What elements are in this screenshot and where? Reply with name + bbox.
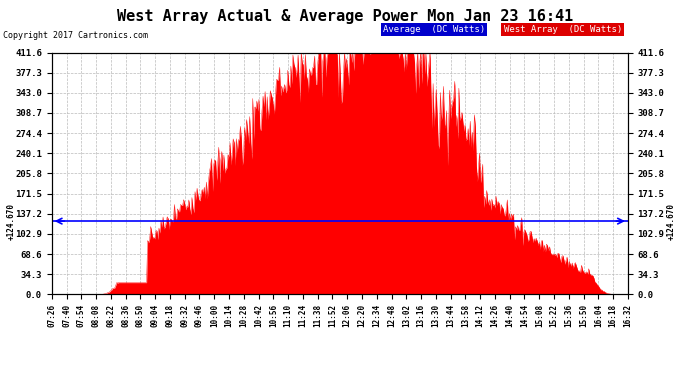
Text: West Array  (DC Watts): West Array (DC Watts) [504,25,622,34]
Text: +124.670: +124.670 [667,202,676,240]
Text: Average  (DC Watts): Average (DC Watts) [383,25,485,34]
Text: West Array Actual & Average Power Mon Jan 23 16:41: West Array Actual & Average Power Mon Ja… [117,9,573,24]
Text: Copyright 2017 Cartronics.com: Copyright 2017 Cartronics.com [3,31,148,40]
Text: +124.670: +124.670 [7,202,16,240]
